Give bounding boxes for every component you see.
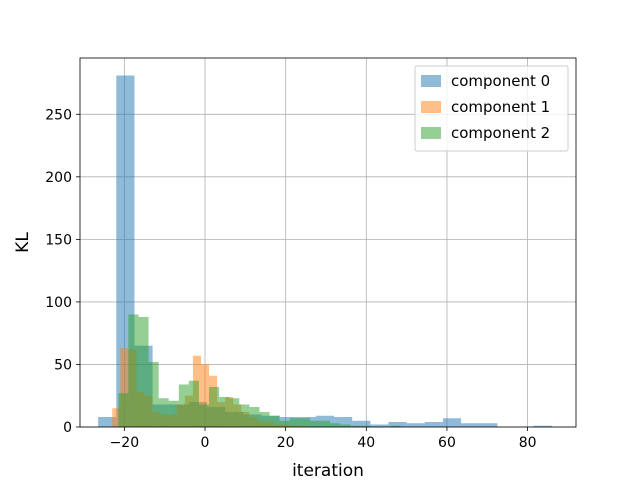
histogram-bar: [168, 400, 179, 427]
histogram-bar: [219, 396, 230, 427]
histogram-bar: [209, 386, 220, 427]
histogram-bar: [148, 361, 159, 427]
histogram-bar: [424, 421, 443, 427]
histogram-bar: [188, 380, 199, 427]
histogram-bar: [299, 418, 310, 427]
histogram-bar: [533, 425, 552, 427]
series-component-2: [118, 314, 401, 427]
y-tick-label: 150: [45, 232, 72, 248]
histogram-bar: [112, 408, 121, 427]
y-axis-label: KL: [13, 232, 33, 253]
legend-swatch-component-2: [421, 127, 441, 139]
legend-swatch-component-0: [421, 75, 441, 87]
y-tick-label: 0: [63, 420, 72, 436]
x-axis-ticks: −20 0 20 40 60 80: [110, 427, 537, 451]
histogram-bar: [200, 364, 210, 427]
histogram-bar: [249, 406, 260, 427]
histogram-bar: [388, 421, 407, 427]
histogram-bar: [309, 420, 320, 427]
histogram-bar: [158, 398, 169, 427]
histogram-bar: [330, 423, 341, 427]
histogram-bar: [340, 424, 351, 427]
y-tick-label: 250: [45, 107, 72, 123]
legend-box: [414, 65, 569, 152]
histogram-bar: [239, 404, 250, 427]
histogram-bar: [334, 416, 353, 427]
histogram-bar: [269, 415, 280, 427]
plot-frame: [79, 57, 577, 428]
histogram-bar: [259, 411, 270, 427]
histogram-bar: [461, 423, 480, 427]
y-tick-label: 100: [45, 295, 72, 311]
x-tick-label: 60: [438, 435, 456, 451]
legend-label-component-1: component 1: [451, 98, 550, 116]
histogram-bar: [118, 393, 129, 427]
histogram-bar: [279, 420, 290, 427]
histogram-bar: [289, 418, 300, 427]
x-tick-label: 20: [277, 435, 295, 451]
histogram-bar: [198, 404, 210, 427]
x-tick-label: −20: [110, 435, 140, 451]
histogram-bar: [128, 314, 139, 427]
histogram-bars: [98, 75, 552, 427]
histogram-bar: [406, 423, 425, 427]
histogram-bar: [370, 424, 389, 427]
x-tick-label: 40: [357, 435, 375, 451]
legend-swatch-component-1: [421, 101, 441, 113]
histogram-bar: [360, 425, 371, 427]
histogram-bar: [120, 348, 129, 427]
histogram-bar: [350, 425, 361, 427]
legend: component 0 component 1 component 2: [414, 65, 569, 152]
y-tick-label: 50: [54, 357, 72, 373]
legend-label-component-2: component 2: [451, 124, 550, 142]
histogram-bar: [229, 398, 240, 427]
y-axis-ticks: 0 50 100 150 200 250: [45, 107, 80, 436]
histogram-bar: [479, 423, 498, 427]
histogram-bar: [138, 316, 149, 427]
y-tick-label: 200: [45, 170, 72, 186]
legend-label-component-0: component 0: [451, 72, 550, 90]
histogram-bar: [98, 416, 117, 427]
x-tick-label: 0: [201, 435, 210, 451]
histogram-bar: [178, 384, 189, 427]
histogram-bar: [390, 425, 401, 427]
histogram-bar: [319, 420, 331, 427]
histogram-bar: [352, 420, 371, 427]
histogram-bar: [442, 418, 462, 427]
x-axis-label: iteration: [292, 461, 364, 480]
x-tick-label: 80: [519, 435, 537, 451]
